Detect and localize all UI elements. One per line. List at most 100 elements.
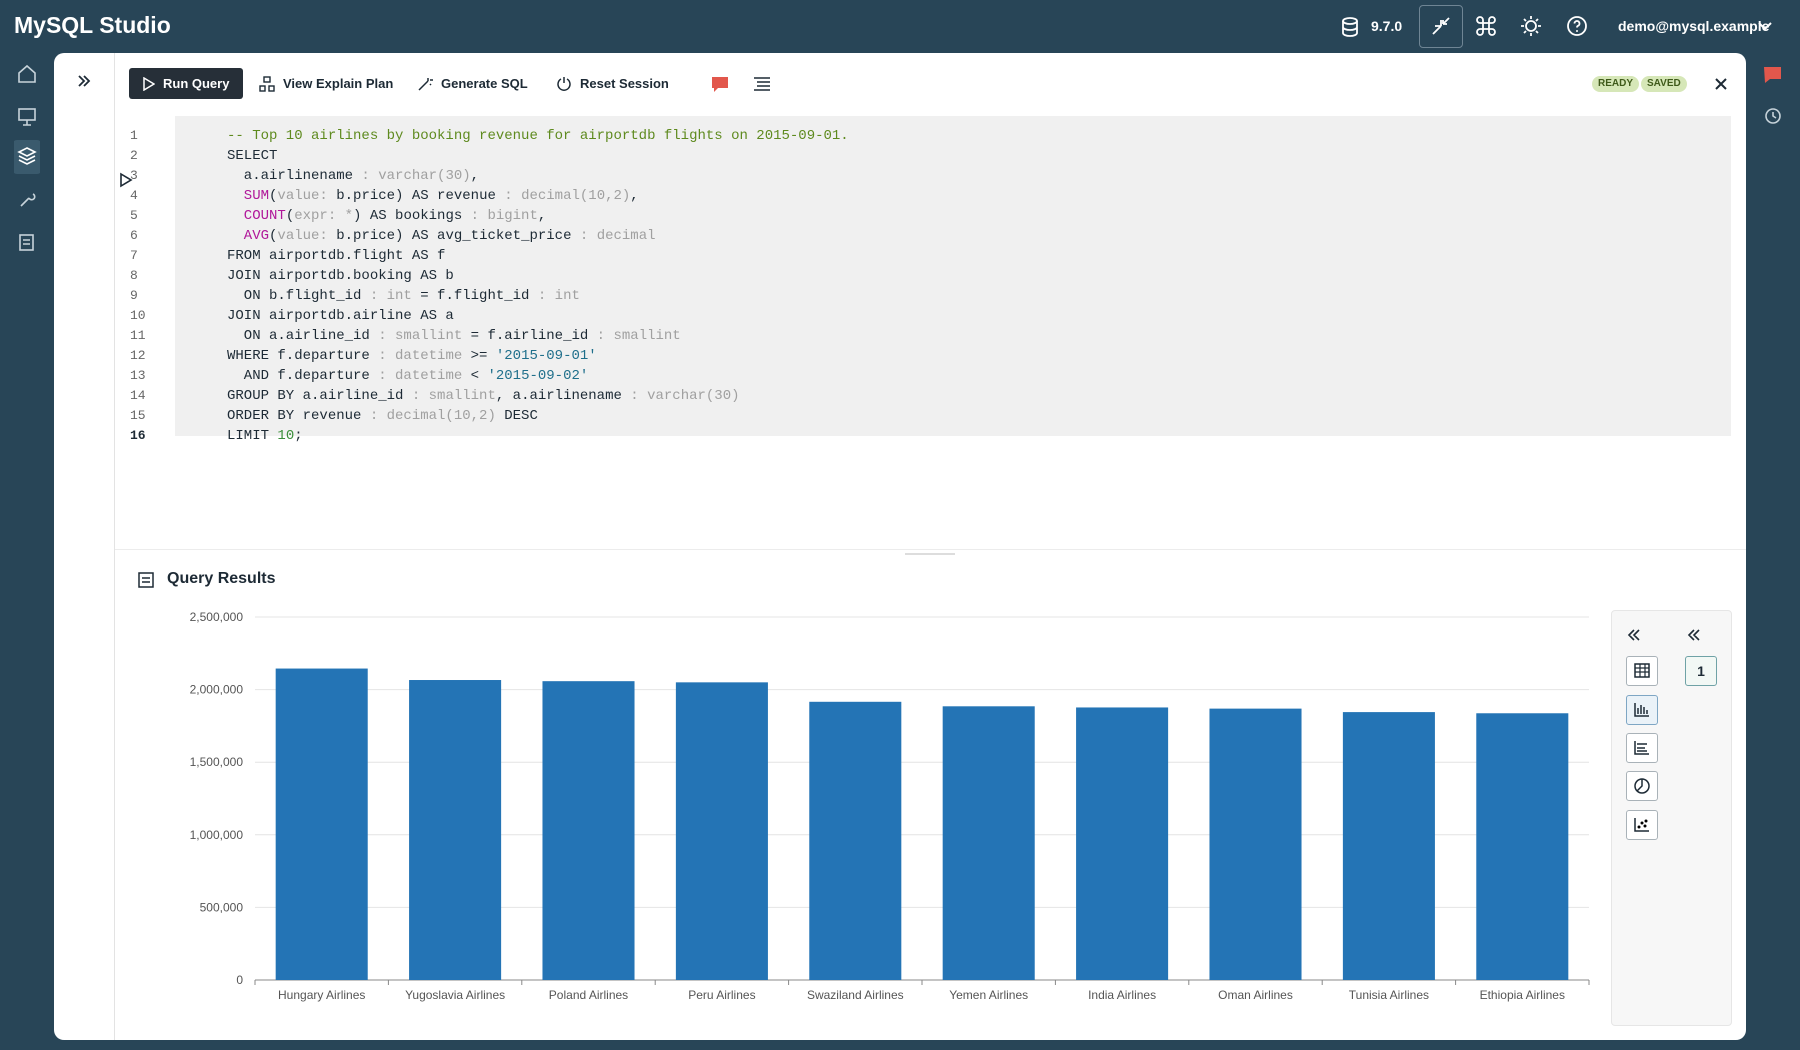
code-token: = f.airline_id (462, 328, 589, 344)
x-tick-label: Swaziland Airlines (807, 988, 904, 1002)
table-view-button[interactable] (1626, 656, 1658, 686)
pie-view-button[interactable] (1626, 771, 1658, 801)
code-token: -- Top 10 airlines by booking revenue fo… (227, 128, 849, 144)
code-text: COUNT(expr: *) AS bookings : bigint, (227, 206, 546, 226)
line-number: 16 (130, 428, 146, 443)
status-badge: READY (1592, 76, 1640, 92)
code-token: DESC (495, 408, 538, 424)
collapse-button[interactable] (1419, 5, 1463, 48)
code-text: JOIN airportdb.booking AS b (227, 266, 454, 286)
x-tick-label: Yemen Airlines (949, 988, 1028, 1002)
code-token: GROUP BY a.airline_id (227, 388, 404, 404)
help-icon[interactable] (1565, 14, 1589, 38)
y-tick-label: 2,000,000 (190, 683, 244, 697)
code-token: < (462, 368, 488, 384)
code-text: SELECT (227, 146, 277, 166)
code-token: : datetime (369, 348, 463, 364)
code-token: '2015-09-02' (487, 368, 589, 384)
code-token: FROM airportdb.flight AS f (227, 248, 446, 264)
line-view-button[interactable] (1626, 733, 1658, 763)
code-token: SELECT (227, 148, 278, 164)
code-token: 10 (277, 428, 295, 444)
scatter-view-button[interactable] (1626, 810, 1658, 840)
editor-panel: Run Query View Explain Plan Generate SQL… (54, 53, 1746, 1040)
x-tick-label: Ethiopia Airlines (1480, 988, 1565, 1002)
code-token: : int (529, 288, 580, 304)
bar-view-button[interactable] (1626, 695, 1658, 725)
page-number[interactable]: 1 (1685, 656, 1717, 686)
code-token: : decimal(10,2) (495, 188, 631, 204)
explain-button[interactable]: View Explain Plan (259, 68, 393, 99)
line-number: 15 (130, 408, 146, 423)
y-tick-label: 2,500,000 (190, 610, 244, 624)
run-query-button[interactable]: Run Query (129, 68, 244, 99)
code-token: COUNT (227, 208, 286, 224)
db-icon (1342, 17, 1358, 37)
run-gutter-icon[interactable] (119, 172, 133, 188)
bar (942, 706, 1035, 980)
user-menu[interactable]: demo@mysql.example (1618, 18, 1770, 34)
x-tick-label: Oman Airlines (1218, 988, 1293, 1002)
command-icon[interactable] (1474, 14, 1498, 38)
code-token: : varchar(30) (621, 388, 740, 404)
x-tick-label: India Airlines (1088, 988, 1156, 1002)
code-token: , (537, 208, 547, 224)
button-label: View Explain Plan (283, 76, 394, 91)
sidebar-icons[interactable] (14, 60, 40, 260)
code-token: ON a.airline_id (227, 328, 370, 344)
code-text: a.airlinename : varchar(30), (227, 166, 479, 186)
code-token: : smallint (369, 328, 463, 344)
theme-icon[interactable] (1519, 14, 1543, 38)
code-token: : smallint (588, 328, 681, 344)
format-icon[interactable] (753, 76, 771, 92)
generate-button[interactable]: Generate SQL (417, 68, 528, 99)
bar (1476, 713, 1569, 980)
x-tick-label: Poland Airlines (549, 988, 628, 1002)
reset-button[interactable]: Reset Session (556, 68, 669, 99)
x-tick-label: Tunisia Airlines (1349, 988, 1429, 1002)
button-label: Reset Session (580, 76, 669, 91)
code-token: : decimal (571, 228, 656, 244)
line-number: 6 (130, 228, 138, 243)
close-icon[interactable] (1714, 77, 1728, 91)
bar (675, 682, 768, 980)
bar (1342, 712, 1435, 980)
code-token: , (470, 168, 480, 184)
code-text: ORDER BY revenue : decimal(10,2) DESC (227, 406, 538, 426)
line-number: 2 (130, 148, 138, 163)
collapse-arrows[interactable] (1626, 627, 1716, 643)
version: 9.7.0 (1371, 18, 1403, 34)
x-tick-label: Peru Airlines (688, 988, 755, 1002)
button-label: Generate SQL (441, 76, 528, 91)
line-number: 14 (130, 388, 146, 403)
code-text: ON a.airline_id : smallint = f.airline_i… (227, 326, 681, 346)
code-editor: 1 -- Top 10 airlines by booking revenue f… (115, 116, 1731, 490)
code-text: SUM(value: b.price) AS revenue : decimal… (227, 186, 639, 206)
status-badge: SAVED (1641, 76, 1687, 92)
code-token: : datetime (369, 368, 463, 384)
code-token: : decimal(10,2) (361, 408, 496, 424)
splitter-handle[interactable] (905, 553, 955, 555)
expand-icon[interactable] (76, 73, 92, 89)
code-token: : varchar(30) (353, 168, 471, 184)
chevron[interactable] (1756, 18, 1774, 34)
code-token: ) AS bookings (353, 208, 463, 224)
code-token: , (630, 188, 639, 204)
results-title: Query Results (167, 570, 276, 587)
code-token: ON b.flight_id (227, 288, 362, 304)
line-number: 7 (130, 248, 138, 263)
bar (542, 681, 635, 980)
side-column (54, 53, 115, 1040)
line-number: 13 (130, 368, 146, 383)
y-tick-label: 1,500,000 (190, 755, 244, 769)
code-text: ON b.flight_id : int = f.flight_id : int (227, 286, 580, 306)
right-rail[interactable] (1760, 63, 1786, 133)
code-token: : int (361, 288, 412, 304)
x-tick-label: Yugoslavia Airlines (405, 988, 505, 1002)
code-token: '2015-09-01' (495, 348, 597, 364)
code-token: WHERE f.departure (227, 348, 370, 364)
line-number: 12 (130, 348, 146, 363)
comment-icon[interactable] (710, 75, 730, 93)
code-text: AND f.departure : datetime < '2015-09-02… (227, 366, 589, 386)
